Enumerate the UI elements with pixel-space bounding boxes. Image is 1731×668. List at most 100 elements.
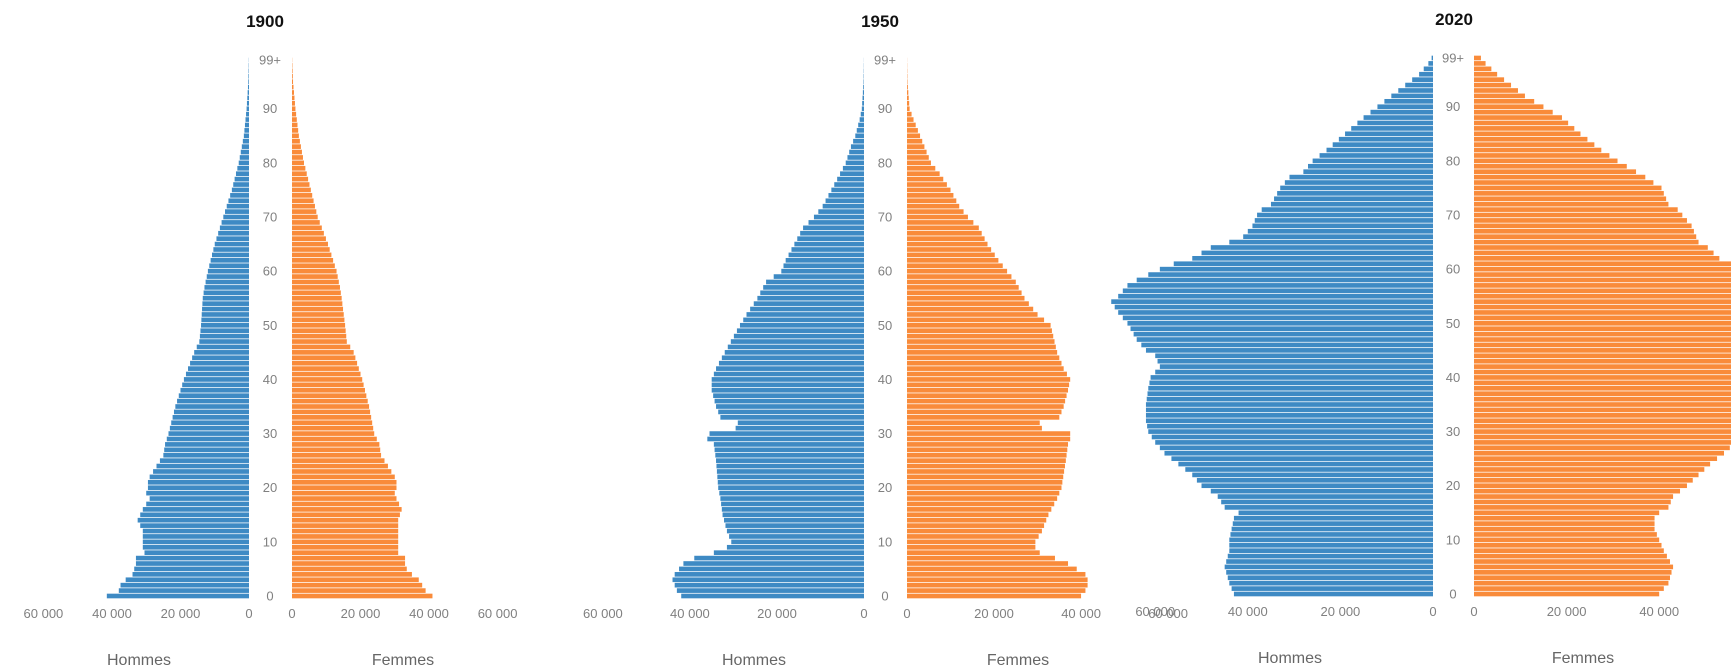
age-tick-label: 0 [266,589,273,604]
men-bar-age-54 [753,301,864,306]
women-bar-age-60 [292,268,337,274]
women-label: Femmes [1552,650,1614,667]
women-bar-age-61 [1474,261,1731,267]
women-bar-age-0 [907,593,1082,599]
men-bar-age-46 [727,344,864,350]
men-bar-age-36 [1146,396,1433,402]
women-bar-age-10 [907,539,1036,545]
women-bar-age-28 [1474,440,1731,445]
men-bar-age-27 [164,447,249,453]
women-bar-age-43 [907,360,1062,366]
men-bar-age-61 [209,263,249,269]
women-bar-age-67 [292,230,324,236]
men-bar-age-34 [718,409,864,415]
men-bar-age-28 [165,442,249,447]
women-bar-age-27 [907,447,1068,453]
men-bar-age-51 [1122,315,1433,321]
men-bar-age-5 [1224,564,1433,570]
men-bar-age-76 [834,182,864,187]
men-bar-age-17 [721,501,864,507]
men-bar-age-60 [1159,266,1433,272]
women-bar-age-44 [292,355,356,361]
men-bar-age-1 [676,588,864,593]
women-bar-age-42 [292,366,359,371]
women-bar-age-46 [292,344,351,350]
women-bar-age-33 [292,415,372,420]
women-bar-age-16 [292,507,402,512]
men-bar-age-67 [800,230,864,236]
age-tick-label: 30 [878,426,892,441]
women-bar-age-23 [292,469,392,474]
men-bar-age-19 [146,490,249,496]
women-bar-age-65 [292,241,328,247]
women-bar-age-86 [907,128,918,133]
women-bar-age-11 [292,534,399,539]
women-bar-age-49 [1474,326,1731,332]
women-bar-age-39 [907,382,1070,388]
women-bar-age-80 [1474,158,1618,164]
men-bar-age-3 [672,577,864,583]
women-bar-age-56 [292,290,341,296]
men-bar-age-93 [247,90,249,95]
women-bar-age-86 [292,128,299,133]
men-bar-age-50 [1127,320,1433,326]
men-bar-age-76 [233,182,249,187]
men-bar-age-43 [1157,358,1433,364]
men-bar-age-71 [1261,207,1433,212]
men-bar-age-36 [177,398,249,404]
men-bar-age-59 [206,274,249,279]
women-bar-age-75 [292,187,311,193]
women-bar-age-45 [907,350,1058,355]
women-bar-age-61 [292,263,335,269]
women-bar-age-24 [292,463,388,469]
women-bar-age-9 [907,544,1036,550]
women-bar-age-23 [1474,467,1705,472]
men-bar-age-70 [1257,212,1433,218]
age-tick-label: 99+ [874,53,896,68]
women-bar-age-33 [1474,413,1731,418]
age-tick-label: 40 [1446,370,1460,385]
x-tick-label-men: 40 000 [1228,604,1268,619]
women-bar-age-54 [907,301,1029,306]
men-bar-age-79 [237,165,249,171]
women-bar-age-14 [292,517,399,523]
men-bar-age-18 [720,496,864,501]
men-bar-age-24 [1178,461,1433,467]
age-tick-label: 20 [263,480,277,495]
men-bar-age-91 [1384,98,1433,104]
women-bar-age-64 [1474,245,1708,250]
men-bar-age-84 [1338,136,1433,142]
women-bar-age-17 [907,501,1055,507]
men-bars [106,57,249,599]
women-bar-age-28 [907,442,1069,447]
men-bar-age-67 [1247,228,1433,234]
men-bar-age-76 [1284,180,1433,185]
women-bar-age-18 [1474,494,1674,499]
men-bar-age-62 [785,258,864,263]
men-bar-age-65 [794,241,864,247]
women-bar-age-95 [292,79,294,84]
age-tick-label: 90 [1446,99,1460,114]
women-bar-age-2 [292,582,423,588]
women-bar-age-43 [292,360,358,366]
men-bar-age-39 [1149,380,1433,386]
women-bar-age-63 [907,252,995,258]
men-bar-age-48 [199,333,249,339]
men-bar-age-8 [144,550,249,556]
men-bar-age-43 [718,360,864,366]
men-bar-age-32 [737,420,864,426]
men-bar-age-22 [717,474,864,480]
men-bar-age-11 [142,534,249,539]
women-bar-age-22 [1474,472,1699,478]
men-bar-age-85 [1345,131,1433,137]
men-bar-age-10 [142,539,249,545]
women-bar-age-31 [907,425,1042,431]
men-bar-age-12 [1231,526,1433,532]
men-bar-age-25 [1171,456,1433,461]
men-bar-age-22 [149,474,249,480]
women-bar-age-77 [907,176,944,182]
women-bar-age-3 [907,577,1088,583]
age-tick-label: 70 [878,210,892,225]
age-tick-label: 10 [263,534,277,549]
women-bar-age-1 [1474,586,1664,591]
